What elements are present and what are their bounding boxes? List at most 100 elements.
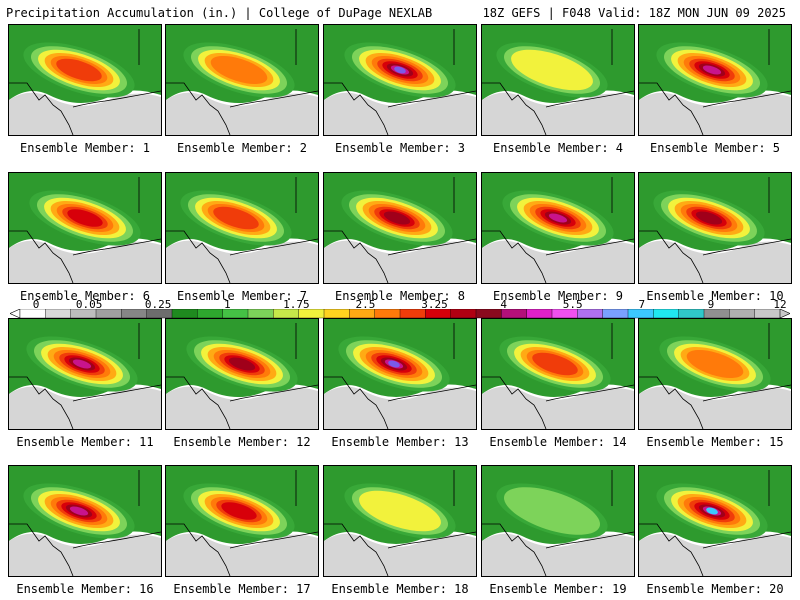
ensemble-member-label: Ensemble Member: 14 [489, 435, 627, 449]
colorbar-right-arrow [779, 309, 790, 319]
precip-map [8, 172, 162, 284]
precip-map [638, 24, 792, 136]
ensemble-panel-2: Ensemble Member: 2 [165, 24, 319, 155]
colorbar-swatch [45, 309, 72, 319]
precip-map [165, 24, 319, 136]
colorbar-swatch [729, 309, 756, 319]
ensemble-member-label: Ensemble Member: 17 [173, 582, 311, 596]
ensemble-member-label: Ensemble Member: 9 [492, 289, 624, 303]
colorbar-tick-label: 12 [773, 298, 787, 311]
precip-contour [72, 359, 92, 369]
ensemble-panel-15: Ensemble Member: 15 [638, 318, 792, 449]
map-outline [166, 470, 318, 576]
ensemble-panel-13: Ensemble Member: 13 [323, 318, 477, 449]
colorbar-tick-label: 7 [638, 298, 646, 311]
colorbar-swatch [323, 309, 350, 319]
precip-map [481, 172, 635, 284]
precip-contour [504, 487, 600, 535]
precip-contour [532, 352, 578, 376]
colorbar-tick-label: 3.25 [421, 298, 448, 311]
trace-precip-area [166, 240, 318, 283]
ensemble-panel-3: Ensemble Member: 3 [323, 24, 477, 155]
map-outline [9, 177, 161, 283]
colorbar-swatch [121, 309, 148, 319]
colorbar-swatch [526, 309, 553, 319]
colorbar-tick-label: 1.75 [283, 298, 310, 311]
colorbar-tick-label: 5.5 [562, 298, 583, 311]
map-outline [9, 323, 161, 429]
colorbar-tick-label: 4 [500, 298, 507, 311]
precip-contour [69, 506, 89, 516]
colorbar-left-arrow [10, 309, 21, 319]
colorbar-tick-label: 0.25 [144, 298, 172, 311]
precip-map [8, 318, 162, 430]
ensemble-member-label: Ensemble Member: 1 [19, 141, 151, 155]
ensemble-member-label: Ensemble Member: 15 [646, 435, 784, 449]
map-outline [324, 470, 476, 576]
ensemble-panel-5: Ensemble Member: 5 [638, 24, 792, 155]
colorbar-swatch [450, 309, 477, 319]
map-outline [9, 470, 161, 576]
map-outline [324, 323, 476, 429]
precip-contour [695, 211, 723, 225]
map-outline [639, 177, 791, 283]
precip-contour [394, 66, 406, 74]
precip-contour [511, 49, 593, 91]
map-outline [482, 323, 634, 429]
precip-map [481, 318, 635, 430]
map-outline [482, 177, 634, 283]
ensemble-member-label: Ensemble Member: 10 [646, 289, 784, 303]
precip-contour [221, 502, 257, 520]
ensemble-panel-8: Ensemble Member: 8 [323, 172, 477, 303]
trace-precip-area [482, 240, 634, 283]
map-outline [166, 29, 318, 135]
ensemble-panel-16: Ensemble Member: 16 [8, 465, 162, 596]
colorbar-swatch [171, 309, 198, 319]
precip-contour [686, 349, 744, 379]
trace-precip-area [482, 92, 634, 135]
colorbar-swatch [374, 309, 401, 319]
ensemble-panel-11: Ensemble Member: 11 [8, 318, 162, 449]
trace-precip-area [639, 92, 791, 135]
ensemble-member-label: Ensemble Member: 3 [334, 141, 466, 155]
ensemble-panel-9: Ensemble Member: 9 [481, 172, 635, 303]
map-outline [324, 177, 476, 283]
ensemble-member-label: Ensemble Member: 8 [334, 289, 466, 303]
precip-map [165, 465, 319, 577]
map-outline [9, 29, 161, 135]
precip-map [481, 465, 635, 577]
trace-precip-area [324, 92, 476, 135]
trace-precip-area [639, 386, 791, 429]
map-outline [639, 323, 791, 429]
ensemble-panel-7: Ensemble Member: 7 [165, 172, 319, 303]
precip-contour [228, 357, 256, 371]
trace-precip-area [166, 386, 318, 429]
trace-precip-area [166, 533, 318, 576]
ensemble-panel-19: Ensemble Member: 19 [481, 465, 635, 596]
colorbar-tick-label: 1 [223, 298, 231, 311]
ensemble-member-label: Ensemble Member: 11 [16, 435, 154, 449]
precipitation-colorbar: 0 0.05 0.25 1 1.75 2.5 3.25 4 5.5 7 9 12 [10, 298, 790, 319]
ensemble-member-label: Ensemble Member: 6 [19, 289, 151, 303]
precip-map [165, 172, 319, 284]
map-outline [482, 470, 634, 576]
precip-contour [213, 206, 259, 230]
ensemble-member-label: Ensemble Member: 20 [646, 582, 784, 596]
ensemble-panel-17: Ensemble Member: 17 [165, 465, 319, 596]
ensemble-panel-12: Ensemble Member: 12 [165, 318, 319, 449]
precip-map [481, 24, 635, 136]
ensemble-member-label: Ensemble Member: 4 [492, 141, 624, 155]
ensemble-panel-6: Ensemble Member: 6 [8, 172, 162, 303]
ensemble-panel-18: Ensemble Member: 18 [323, 465, 477, 596]
ensemble-member-label: Ensemble Member: 5 [649, 141, 781, 155]
trace-precip-area [639, 533, 791, 576]
trace-precip-area [324, 533, 476, 576]
colorbar-swatch [475, 309, 502, 319]
precip-contour [383, 211, 411, 225]
ensemble-member-label: Ensemble Member: 16 [16, 582, 154, 596]
precip-map [165, 318, 319, 430]
colorbar-swatches [10, 309, 790, 319]
map-outline [324, 29, 476, 135]
colorbar-tick-label: 0 [32, 298, 40, 311]
precip-contour [359, 490, 441, 532]
